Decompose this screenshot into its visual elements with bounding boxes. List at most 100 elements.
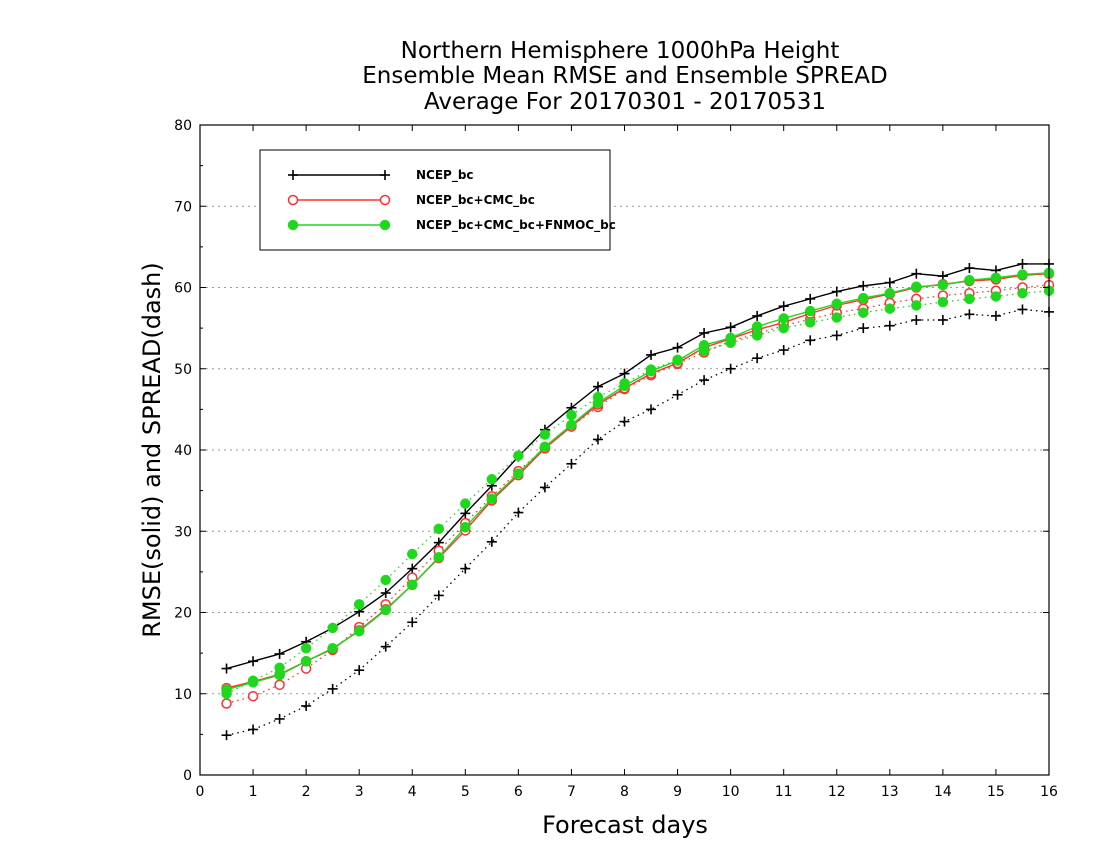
y-tick-label: 10	[174, 687, 192, 703]
rmse-point	[380, 588, 391, 598]
spread-point	[884, 320, 895, 331]
rmse-point	[380, 604, 391, 616]
spread-point	[751, 330, 763, 341]
spread-point	[221, 730, 232, 741]
spread-point	[274, 713, 285, 724]
spread-point	[486, 536, 497, 547]
rmse-point	[248, 656, 259, 667]
legend-entry: NCEP_bc+CMC_bc+FNMOC_bc	[287, 218, 616, 233]
spread-point	[433, 523, 445, 535]
rmse-line	[226, 263, 1049, 670]
spread-point	[646, 404, 657, 415]
rmse-point	[699, 328, 710, 338]
spread-point	[353, 599, 365, 610]
y-tick-label: 30	[174, 524, 192, 540]
rmse-point	[1017, 258, 1028, 269]
rmse-point	[884, 277, 895, 288]
spread-point	[831, 330, 842, 341]
y-tick-label: 50	[174, 362, 192, 378]
legend-label: NCEP_bc+CMC_bc	[416, 193, 535, 208]
series-layer	[221, 258, 1055, 741]
spread-point	[566, 409, 577, 421]
rmse-point	[539, 441, 551, 452]
gridlines	[200, 205, 1049, 695]
spread-point	[937, 296, 949, 308]
spread-point	[274, 679, 285, 691]
legend-marker	[379, 194, 391, 206]
x-tick-label: 7	[567, 784, 576, 800]
x-tick-label: 5	[461, 784, 470, 800]
legend-marker	[288, 170, 298, 180]
x-tick-label: 6	[514, 784, 523, 800]
y-tick-label: 70	[174, 199, 192, 215]
rmse-point	[778, 313, 789, 324]
x-tick-label: 13	[881, 784, 899, 800]
spread-point	[937, 315, 948, 325]
rmse-point	[911, 268, 922, 279]
spread-point	[460, 498, 471, 509]
legend-entry: NCEP_bc	[288, 168, 474, 183]
spread-line	[226, 284, 1050, 705]
rmse-point	[513, 468, 524, 479]
x-tick-label: 12	[828, 784, 846, 800]
rmse-point	[937, 279, 949, 291]
rmse-point	[645, 365, 657, 377]
rmse-point	[592, 381, 603, 392]
spread-point	[699, 375, 710, 386]
series-ncep-bc	[221, 258, 1054, 741]
spread-line	[226, 308, 1050, 736]
legend: NCEP_bc NCEP_bc+CMC_bc NCEP_bc+CMC_bc+FNMO…	[259, 149, 616, 251]
spread-point	[380, 574, 391, 586]
y-tick-label: 0	[183, 768, 192, 784]
rmse-line	[226, 272, 1050, 691]
title-line-1: Northern Hemisphere 1000hPa Height	[401, 38, 840, 64]
legend-marker	[287, 194, 299, 206]
x-tick-label: 3	[355, 784, 364, 800]
legend-marker	[380, 170, 390, 180]
spread-point	[858, 323, 869, 334]
spread-point	[566, 458, 577, 469]
x-tick-label: 14	[934, 784, 952, 800]
spread-point	[752, 353, 763, 364]
y-axis: 0 10 20 30 40 50 60 70 80	[174, 118, 1049, 784]
x-tick-label: 16	[1040, 784, 1058, 800]
rmse-point	[858, 280, 869, 291]
spread-point	[964, 293, 975, 305]
spread-point	[380, 641, 391, 652]
spread-point	[831, 312, 842, 323]
rmse-point	[433, 552, 445, 563]
rmse-point	[486, 493, 498, 504]
rmse-point	[221, 663, 232, 674]
rmse-point	[831, 298, 842, 309]
spread-point	[247, 690, 259, 702]
legend-marker	[379, 219, 391, 231]
rmse-point	[672, 355, 683, 366]
rmse-point	[460, 508, 471, 519]
rmse-point	[619, 368, 630, 379]
rmse-point	[566, 419, 577, 431]
rmse-point	[353, 625, 365, 637]
rmse-point	[884, 287, 896, 299]
spread-point	[327, 622, 338, 634]
spread-point	[539, 429, 551, 440]
series-ncep-bc-cmc-bc-fnmoc-bc	[221, 267, 1055, 699]
spread-point	[1017, 287, 1028, 299]
rmse-point	[990, 272, 1002, 283]
rmse-point	[964, 263, 975, 273]
rmse-point	[407, 563, 418, 574]
rmse-point	[751, 321, 763, 332]
rmse-point	[592, 397, 604, 409]
spread-point	[539, 482, 550, 493]
spread-point	[486, 474, 498, 485]
spread-point	[327, 683, 338, 694]
spread-point	[407, 617, 418, 628]
series-ncep-bc-cmc-bc	[221, 268, 1055, 709]
chart-title: Northern Hemisphere 1000hPa Height Ensem…	[362, 38, 887, 115]
rmse-point	[698, 339, 710, 351]
spread-point	[513, 450, 524, 461]
x-tick-label: 15	[987, 784, 1005, 800]
spread-point	[407, 548, 418, 560]
spread-point	[911, 300, 922, 311]
rmse-point	[752, 310, 763, 321]
x-tick-label: 2	[302, 784, 311, 800]
